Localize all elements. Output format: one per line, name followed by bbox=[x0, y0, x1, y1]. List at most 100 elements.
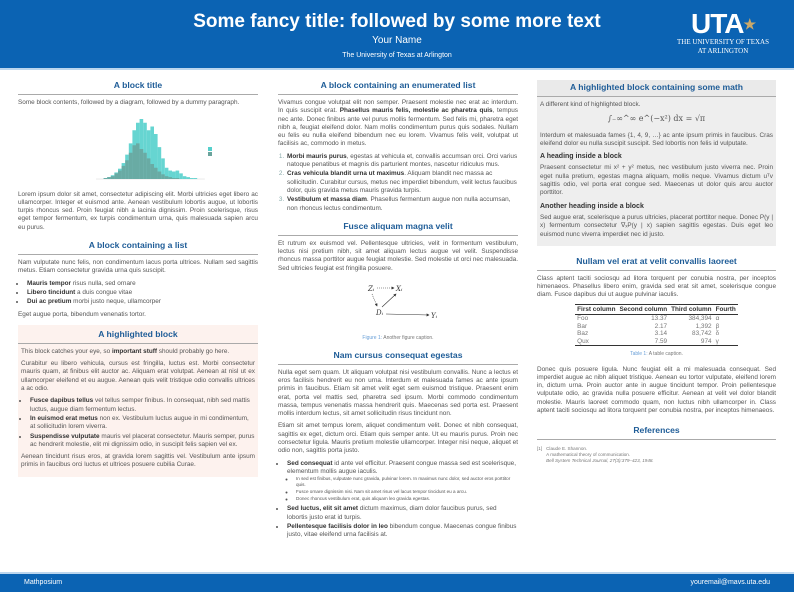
histogram-bar bbox=[146, 158, 151, 180]
legend-swatch bbox=[208, 152, 212, 157]
star-icon: ★ bbox=[743, 16, 756, 32]
sub-list-item: Fusce ornare dignissim nisi. Nam sit ame… bbox=[295, 489, 518, 495]
list-item: Pellentesque facilisis dolor in leo bibe… bbox=[286, 523, 518, 540]
paragraph: Nulla eget sem quam. Ut aliquam volutpat… bbox=[278, 368, 518, 418]
column-middle: A block containing an enumerated list Vi… bbox=[278, 80, 518, 544]
list-item: Libero tincidunt a duis congue vitae bbox=[26, 289, 258, 297]
histogram-bar bbox=[143, 123, 147, 180]
block-title: A block containing a list bbox=[18, 240, 258, 256]
histogram-bar bbox=[172, 178, 176, 180]
sub-list: In sed est finibus, vulputate nunc gravi… bbox=[295, 476, 518, 501]
histogram-bar bbox=[132, 145, 136, 180]
footer-email[interactable]: youremail@mavs.uta.edu bbox=[690, 579, 770, 586]
paragraph: Curabitur eu libero vehicula, cursus est… bbox=[21, 360, 255, 393]
author-name: Your Name bbox=[372, 35, 422, 46]
block-intro: Nam vulputate nunc felis, non condimentu… bbox=[18, 259, 258, 275]
block-title: A block title bbox=[18, 80, 258, 95]
list-item: Dui ac pretium morbi justo neque, ullamc… bbox=[26, 298, 258, 306]
histogram-bar bbox=[157, 147, 162, 180]
edge-z-d bbox=[371, 293, 378, 307]
poster-footer: Mathposium youremail@mavs.uta.edu bbox=[0, 574, 794, 592]
block-title: A highlighted block bbox=[18, 325, 258, 344]
causal-diagram: Zᵢ Xᵢ Dᵢ Yᵢ bbox=[367, 285, 438, 320]
highlighted-block: A highlighted block This block catches y… bbox=[18, 324, 258, 477]
paragraph: Interdum et malesuada fames {1, 4, 9, …}… bbox=[540, 131, 773, 147]
header-divider bbox=[0, 68, 794, 70]
paragraph: Donec quis posuere ligula. Nunc feugiat … bbox=[537, 365, 776, 415]
histogram-bar bbox=[114, 173, 118, 180]
poster-header: Some fancy title: followed by some more … bbox=[0, 0, 794, 68]
table-row: Foo 13.37 384,394 α bbox=[577, 315, 720, 323]
bullet-list: Sed consequat id ante vel efficitur. Pra… bbox=[286, 460, 518, 540]
histogram-bar bbox=[139, 149, 144, 180]
bullet-list: Fusce dapibus tellus vel tellus semper f… bbox=[29, 397, 255, 449]
histogram-bar bbox=[190, 178, 194, 180]
uta-logo: UTA★ THE UNIVERSITY OF TEXAS AT ARLINGTO… bbox=[677, 8, 769, 55]
histogram-bar bbox=[125, 160, 129, 180]
data-table: First column Second column Third column Fou… bbox=[575, 303, 738, 347]
histogram-bar bbox=[118, 170, 122, 180]
sub-heading: Another heading inside a block bbox=[540, 202, 644, 210]
paragraph: Aenean tincidunt risus eros, at gravida … bbox=[21, 453, 255, 469]
paragraph: A different kind of highlighted block. bbox=[540, 101, 641, 108]
node-y: Yᵢ bbox=[431, 312, 438, 320]
histogram-bar bbox=[121, 166, 126, 180]
paragraph: Class aptent taciti sociosqu ad litora t… bbox=[537, 274, 776, 299]
column-left: A block title Some block contents, follo… bbox=[18, 80, 258, 477]
bullet-list: Mauris tempor risus nulla, sed ornare Li… bbox=[26, 280, 258, 307]
list-item: Sed consequat id ante vel efficitur. Pra… bbox=[286, 460, 518, 502]
histogram-bar bbox=[150, 126, 154, 180]
poster-title: Some fancy title: followed by some more … bbox=[193, 11, 601, 32]
block-title: A highlighted block containing some math bbox=[537, 80, 776, 97]
footer-divider bbox=[0, 572, 794, 574]
table-header-row: First column Second column Third column Fou… bbox=[575, 303, 738, 316]
histogram-bar bbox=[154, 168, 158, 180]
histogram-bar bbox=[186, 177, 190, 180]
histogram-bar bbox=[168, 170, 172, 180]
histogram-bar bbox=[193, 178, 198, 180]
list-item: Cras vehicula blandit urna ut maximus. A… bbox=[286, 170, 518, 195]
histogram-bar bbox=[154, 134, 158, 180]
list-item: Vestibulum et massa diam. Phasellus ferm… bbox=[286, 196, 518, 213]
paragraph: Etiam sit amet tempus lorem, aliquet con… bbox=[278, 422, 518, 455]
paragraph: This block catches your eye, so importan… bbox=[21, 347, 230, 355]
histogram-bar bbox=[103, 178, 108, 180]
list-item: In euismod erat metus non ex. Vestibulum… bbox=[29, 415, 255, 432]
figure-caption: Figure 1: Another figure caption. bbox=[362, 335, 434, 342]
enumerated-list: Morbi mauris purus, egestas at vehicula … bbox=[286, 153, 518, 213]
list-item: Morbi mauris purus, egestas at vehicula … bbox=[286, 153, 518, 170]
edge-d-x bbox=[381, 293, 397, 308]
node-x: Xᵢ bbox=[395, 285, 403, 293]
table-row: Qux 7.59 974 γ bbox=[575, 337, 738, 347]
highlighted-math-block: A highlighted block containing some math… bbox=[537, 80, 776, 246]
sub-list-item: In sed est finibus, vulputate nunc gravi… bbox=[295, 476, 518, 488]
histogram-bar bbox=[175, 178, 180, 180]
block-title: References bbox=[537, 425, 776, 441]
histogram-figure bbox=[96, 119, 212, 180]
histogram-bar bbox=[150, 164, 154, 180]
histogram-bar bbox=[161, 174, 165, 180]
histogram-bar bbox=[175, 170, 180, 180]
node-z: Zᵢ bbox=[367, 285, 375, 293]
histogram-bar bbox=[128, 153, 133, 180]
reference-entry: [1] Claude E. Shannon. A mathematical the… bbox=[537, 446, 654, 463]
sub-list-item: Donec rhoncus vestibulum erat, quis aliq… bbox=[295, 496, 518, 502]
block-title: Fusce aliquam magna velit bbox=[278, 221, 518, 236]
paragraph: Vivamus congue volutpat elit non semper.… bbox=[278, 99, 518, 148]
table-row: Baz 3.14 83,742 δ bbox=[577, 330, 720, 338]
table-row: Bar 2.17 1,392 β bbox=[577, 322, 720, 330]
histogram-bar bbox=[110, 176, 115, 180]
footer-event: Mathposium bbox=[24, 579, 63, 586]
block-title: Nullam vel erat at velit convallis laore… bbox=[537, 256, 776, 271]
column-right: A highlighted block containing some math… bbox=[537, 80, 776, 464]
histogram-bar bbox=[143, 153, 147, 180]
histogram-bar bbox=[161, 158, 165, 180]
histogram-bar bbox=[172, 171, 176, 180]
paragraph: Lorem ipsum dolor sit amet, consectetur … bbox=[18, 190, 258, 231]
paragraph: Sed augue erat, scelerisque a purus ultr… bbox=[540, 213, 773, 238]
histogram-bar bbox=[179, 173, 183, 180]
list-item: Mauris tempor risus nulla, sed ornare bbox=[26, 280, 258, 288]
histogram-bar bbox=[136, 143, 140, 180]
histogram-bar bbox=[164, 176, 169, 180]
block-intro: Some block contents, followed by a diagr… bbox=[18, 99, 240, 106]
